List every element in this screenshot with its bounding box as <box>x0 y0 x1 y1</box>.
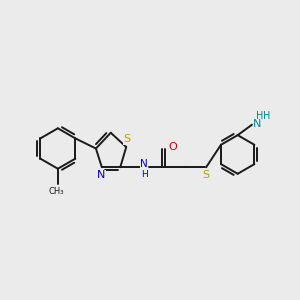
Text: O: O <box>168 142 177 152</box>
Text: CH₃: CH₃ <box>49 187 64 196</box>
Text: H: H <box>141 169 147 178</box>
Text: N: N <box>97 170 105 180</box>
Text: N: N <box>253 119 262 129</box>
Text: H: H <box>263 111 271 122</box>
Text: S: S <box>124 134 131 144</box>
Text: H: H <box>256 111 263 122</box>
Text: N: N <box>140 159 148 169</box>
Text: S: S <box>202 170 210 180</box>
